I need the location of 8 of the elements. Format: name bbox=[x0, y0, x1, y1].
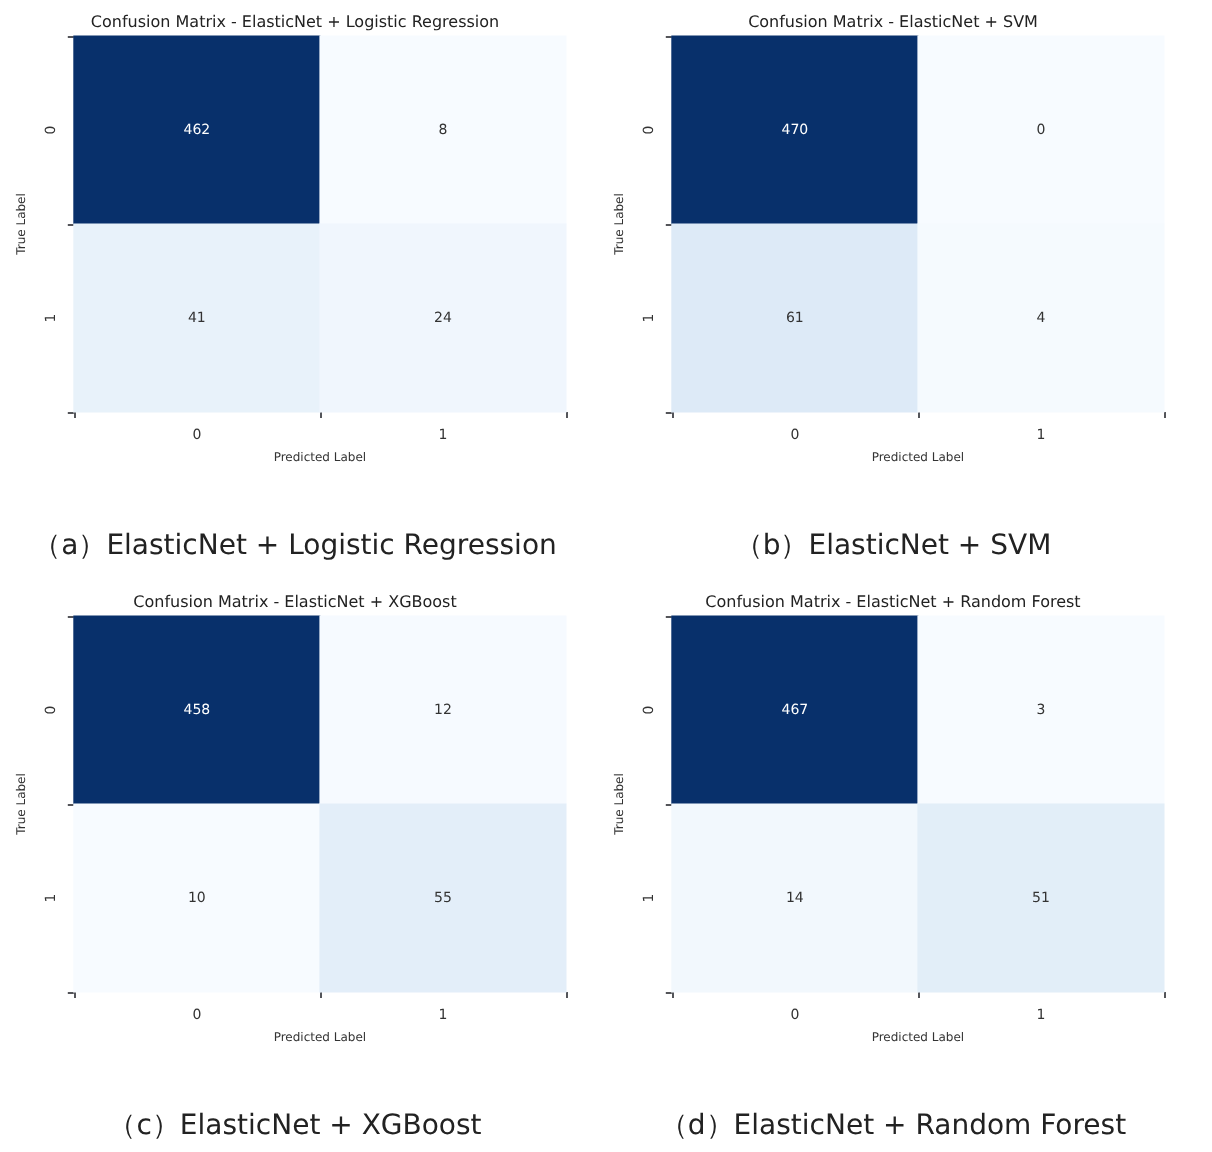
text: （b）ElasticNet + SVM bbox=[734, 530, 1052, 562]
text: （a）ElasticNet + Logistic Regression bbox=[33, 530, 557, 562]
text: （c）ElasticNet + XGBoost bbox=[108, 1110, 483, 1142]
chart-title: Confusion Matrix - ElasticNet + Logistic Regression bbox=[90, 13, 500, 31]
text: （d）ElasticNet + Random Forest bbox=[659, 1110, 1128, 1142]
chart-title: Confusion Matrix - ElasticNet + Random Forest bbox=[705, 593, 1081, 611]
chart-title: Confusion Matrix - ElasticNet + SVM bbox=[748, 13, 1039, 31]
chart-title: Confusion Matrix - ElasticNet + XGBoost bbox=[133, 593, 457, 611]
